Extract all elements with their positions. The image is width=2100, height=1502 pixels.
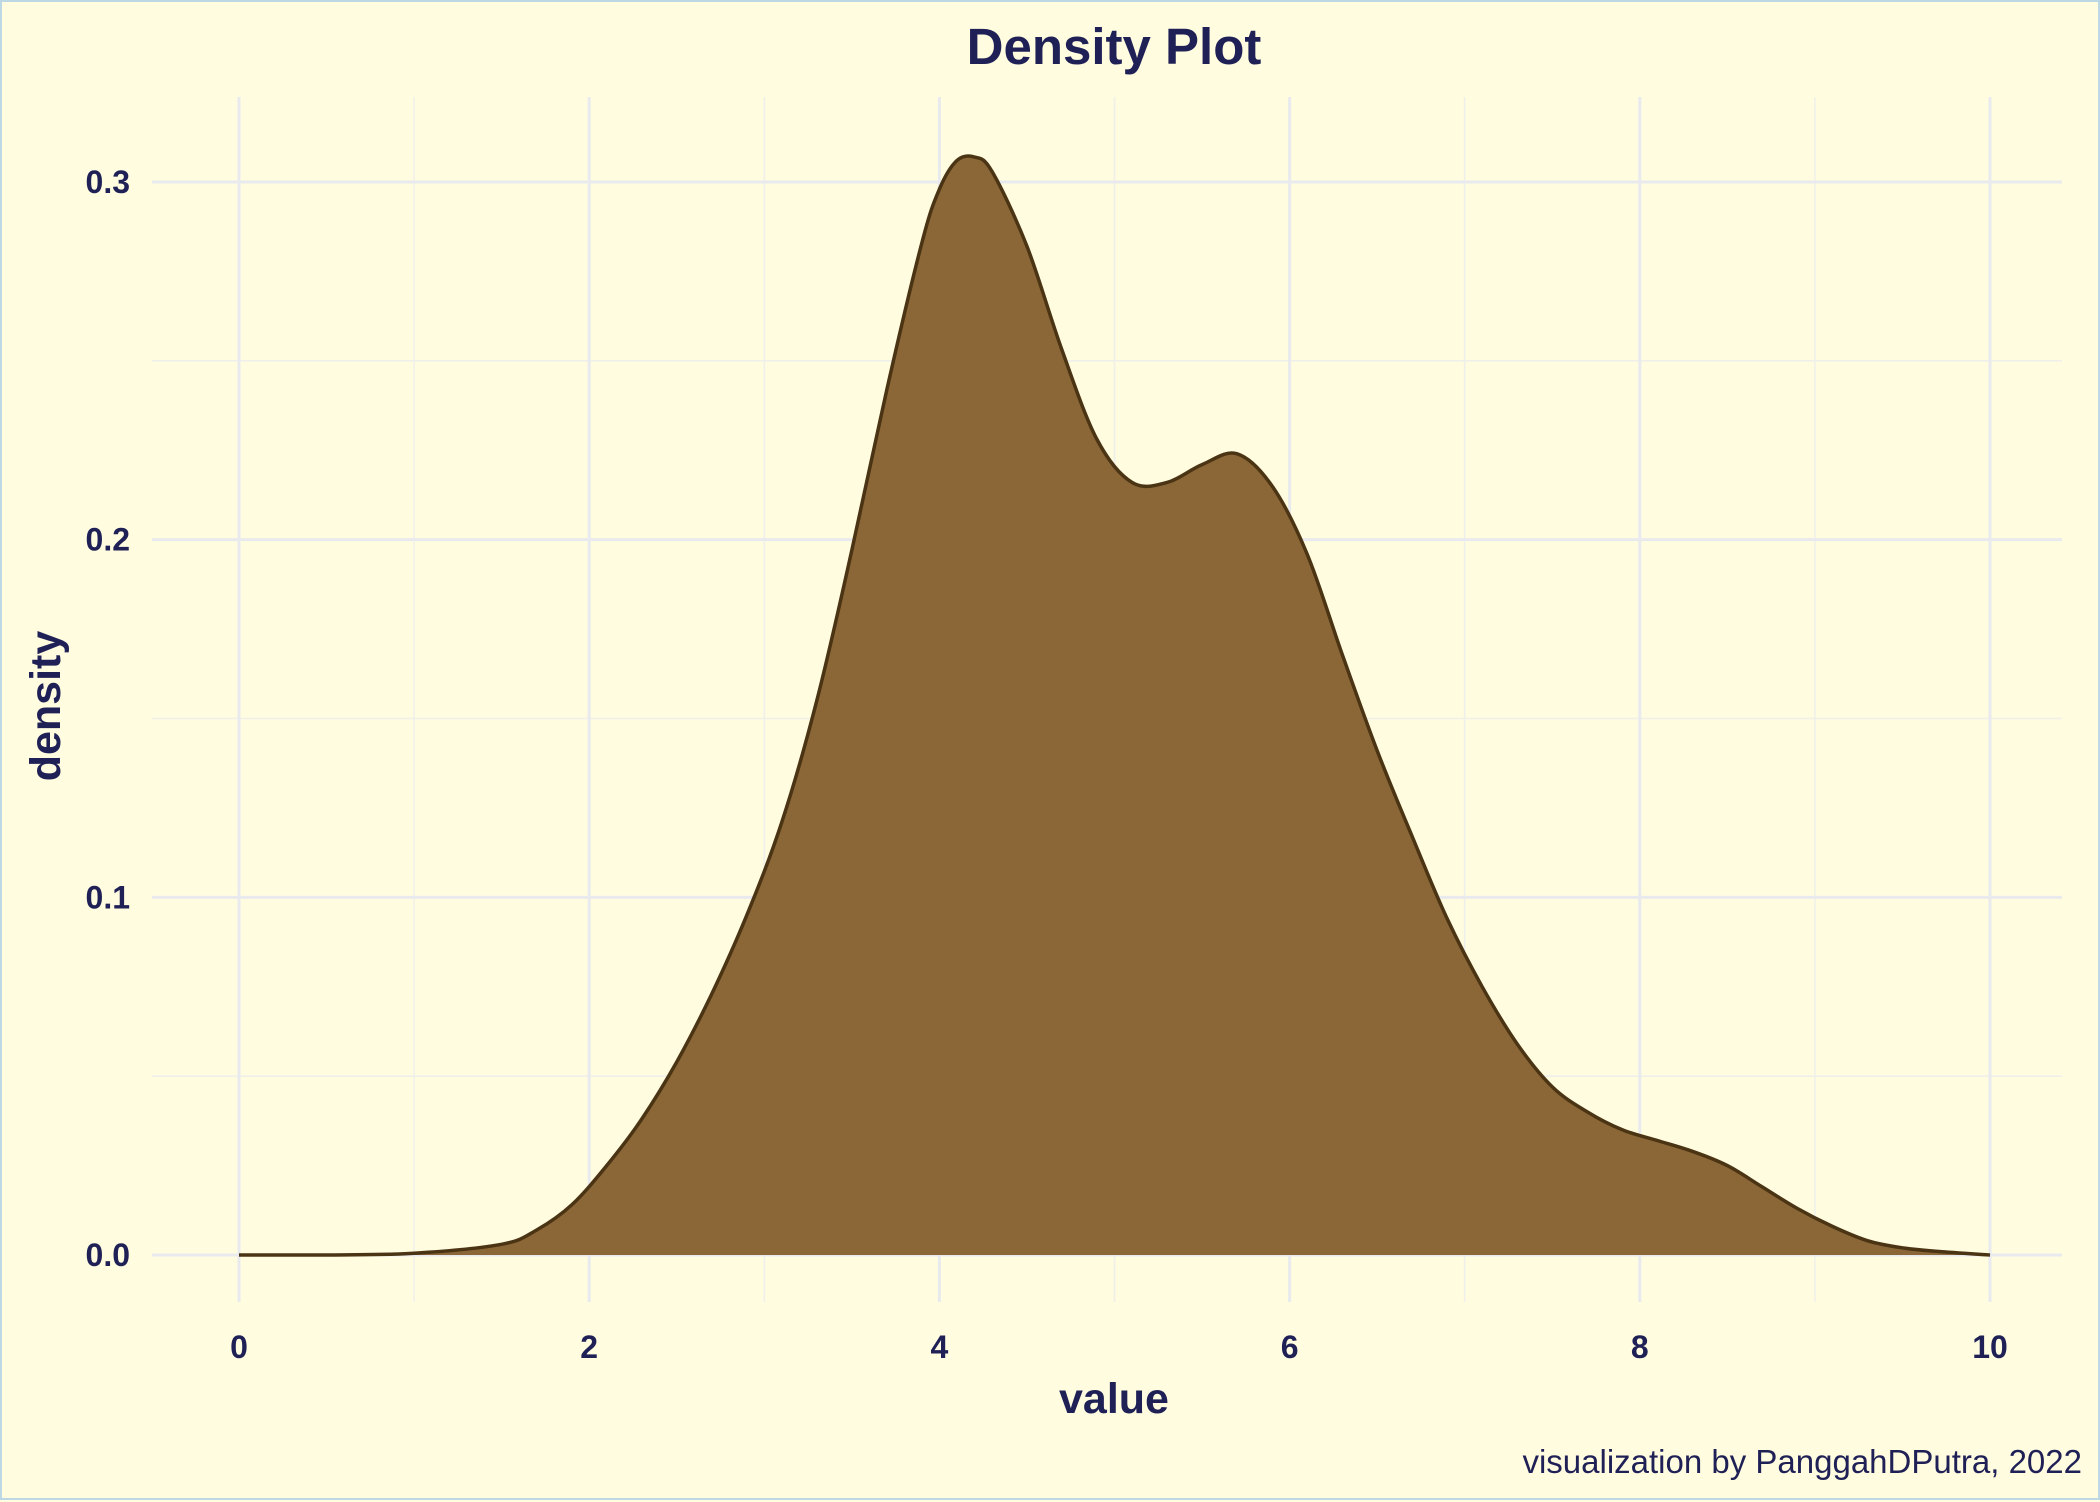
- y-tick-labels: 0.0 0.1 0.2 0.3: [86, 164, 130, 1273]
- x-tick-label: 10: [1972, 1329, 2008, 1365]
- x-tick-label: 8: [1631, 1329, 1649, 1365]
- y-tick-label: 0.1: [86, 879, 130, 915]
- x-tick-label: 2: [580, 1329, 598, 1365]
- density-curve: [238, 154, 1991, 1257]
- x-tick-labels: 0 2 4 6 8 10: [230, 1329, 2008, 1365]
- y-tick-label: 0.0: [86, 1237, 130, 1273]
- x-axis-title: value: [1059, 1375, 1169, 1423]
- x-tick-label: 0: [230, 1329, 248, 1365]
- x-tick-label: 4: [931, 1329, 949, 1365]
- y-axis-title: density: [22, 631, 70, 782]
- caption: visualization by PanggahDPutra, 2022: [1522, 1443, 2082, 1480]
- y-tick-label: 0.2: [86, 522, 130, 558]
- chart-title: Density Plot: [967, 18, 1262, 75]
- x-tick-label: 6: [1281, 1329, 1299, 1365]
- y-tick-label: 0.3: [86, 164, 130, 200]
- density-area: [239, 155, 1990, 1256]
